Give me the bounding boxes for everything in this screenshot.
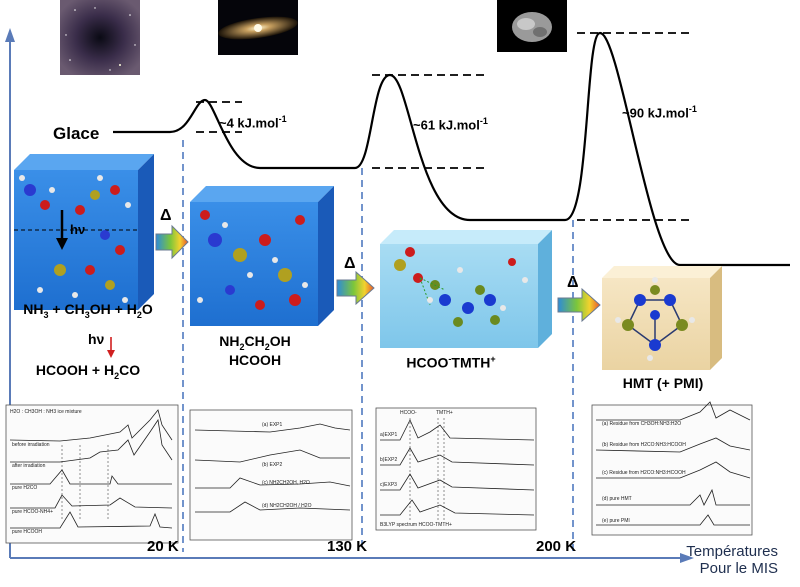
spectrum-3-label: B3LYP spectrum HCOO-TMTH+ [380, 522, 452, 528]
glace-label: Glace [53, 124, 100, 143]
hmt-cube-4 [602, 266, 722, 370]
spectrum-3-label: c)EXP3 [380, 482, 397, 488]
spectrum-2-label: (b) EXP2 [262, 462, 283, 468]
x-axis-title: Températures Pour le MIS [686, 543, 778, 577]
spectrum-3-label: HCOO- [400, 410, 417, 416]
ice-cube-2 [190, 186, 334, 326]
comet-photo [497, 0, 567, 52]
spectrum-2-label: (c) NH2CH2OH, H2O [262, 480, 310, 486]
spectrum-1-label: pure HCOOH [12, 529, 42, 535]
spectrum-4-label: (e) pure PMI [602, 518, 630, 524]
delta-label-1: Δ [160, 207, 172, 224]
spectrum-1-label: pure HCOO-NH4+ [12, 509, 53, 515]
spectrum-panel-2: (a) EXP1 (b) EXP2 (c) NH2CH2OH, H2O (d) … [189, 409, 353, 541]
spectrum-4-label: (d) pure HMT [602, 496, 632, 502]
y-axis-arrowhead [5, 28, 15, 42]
spectrum-3-label: TMTH+ [436, 410, 453, 416]
delta-label-2: Δ [344, 255, 356, 272]
spectrum-1-label: pure H2CO [12, 485, 37, 491]
stage-1-hv: hν [88, 331, 105, 347]
heating-arrow-2 [336, 270, 375, 306]
salt-cube-3 [380, 230, 552, 348]
spectrum-4-label: (b) Residue from H2CO:NH3:HCOOH [602, 442, 686, 448]
delta-label-3: Δ [567, 274, 579, 291]
spectrum-1-label: before irradiation [12, 442, 50, 448]
barrier-2-label: ~61 kJ.mol-1 [413, 116, 488, 133]
spectrum-4-label: (a) Residue from CH3OH:NH3:H2O [602, 421, 681, 427]
ice-cube-1 [14, 154, 154, 310]
stage-2-product-1: NH2CH2OH [219, 333, 291, 352]
spectrum-2-label: (a) EXP1 [262, 422, 283, 428]
stage-1-products: HCOOH + H2CO [35, 362, 141, 381]
dark-cloud-photo [60, 0, 140, 75]
spectrum-1-label: after irradiation [12, 463, 46, 469]
spectrum-panel-4: (a) Residue from CH3OH:NH3:H2O (b) Resid… [591, 401, 753, 536]
energy-level-dashes [196, 32, 690, 221]
x-axis-arrowhead [680, 553, 694, 563]
heating-arrow-1 [155, 224, 189, 260]
hv-cube-label: hν [70, 222, 86, 237]
tick-20k: 20 K [147, 538, 179, 555]
barrier-3-label: ~90 kJ.mol-1 [622, 104, 697, 121]
protoplanetary-disk-photo [218, 0, 298, 55]
spectrum-4-label: (c) Residue from H2CO:NH3:HCOOH [602, 470, 686, 476]
tick-200k: 200 K [536, 538, 577, 555]
stage-4-product: HMT (+ PMI) [622, 375, 704, 391]
heating-arrow-3 [557, 287, 601, 323]
spectrum-3-label: b)EXP2 [380, 457, 397, 463]
tick-130k: 130 K [327, 538, 368, 555]
spectrum-panel-1: H2O : CH3OH : NH3 ice mixture before irr… [5, 404, 179, 544]
spectrum-panel-3: HCOO- TMTH+ a)EXP1 b)EXP2 c)EXP3 B3LYP s… [375, 407, 537, 531]
spectrum-1-title: H2O : CH3OH : NH3 ice mixture [10, 409, 82, 415]
stage-1-reactants: NH3 + CH3OH + H2O [23, 301, 153, 320]
stage-3-product: HCOO-TMTH+ [406, 354, 496, 371]
stage-2-product-2: HCOOH [228, 352, 282, 368]
spectrum-2-label: (d) NH2CH2OH / H2O [262, 503, 312, 509]
energy-profile-curve [113, 31, 790, 267]
spectrum-3-label: a)EXP1 [380, 432, 397, 438]
red-arrowhead [107, 350, 115, 358]
barrier-1-label: ~4 kJ.mol-1 [219, 114, 287, 131]
